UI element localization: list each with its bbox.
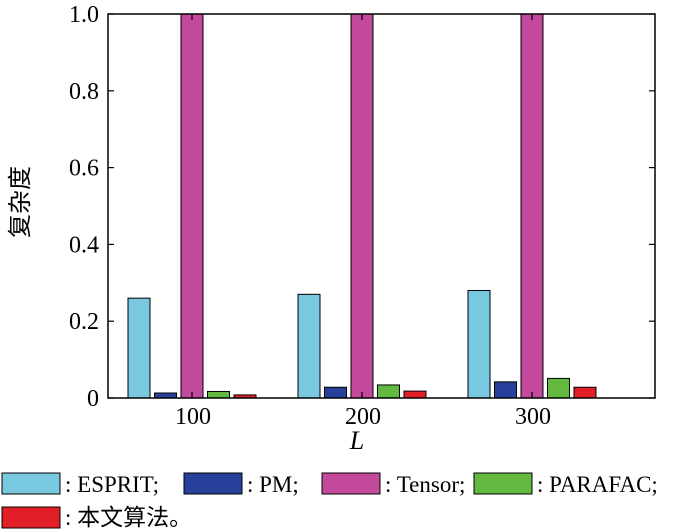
legend-swatch-本文算法 <box>1 506 61 529</box>
legend-suffix: ; <box>153 472 159 497</box>
legend-series-name: PM <box>259 472 292 497</box>
legend-prefix: : <box>65 472 77 497</box>
bar-parafac-100 <box>207 390 230 399</box>
legend-series-name: ESPRIT <box>77 472 154 497</box>
legend-swatch-parafac <box>473 472 533 495</box>
legend-prefix: : <box>65 505 77 530</box>
legend-suffix: ; <box>292 472 298 497</box>
y-tick-label-0.4: 0.4 <box>69 232 99 258</box>
legend-swatch-pm <box>183 472 243 495</box>
legend-series-name: 本文算法 <box>77 505 169 530</box>
legend-series-name: PARAFAC <box>549 472 651 497</box>
legend-swatch-tensor <box>321 472 381 495</box>
x-tick-label-300: 300 <box>515 404 551 430</box>
ticks-layer: 0 0.2 0.4 0.6 0.8 1.0 100 200 300 <box>69 2 655 430</box>
legend: : ESPRIT;: PM;: Tensor;: PARAFAC;: 本文算法。 <box>1 472 658 530</box>
legend-label-pm: : PM; <box>247 472 299 497</box>
bar-pm-300 <box>494 381 517 399</box>
bar-parafac-200 <box>377 384 400 399</box>
bars-layer <box>127 13 597 399</box>
legend-suffix: 。 <box>169 505 192 530</box>
plot-frame <box>107 13 656 399</box>
bar-pm-200 <box>324 386 347 399</box>
x-tick-label-100: 100 <box>175 404 211 430</box>
x-axis-label: L <box>349 426 364 455</box>
y-tick-label-0.2: 0.2 <box>69 309 99 335</box>
y-axis-label: 复杂度 <box>7 166 34 238</box>
bar-esprit-200 <box>297 293 321 399</box>
legend-prefix: : <box>537 472 549 497</box>
bar-esprit-100 <box>127 297 151 399</box>
bar-tensor-100 <box>180 13 204 399</box>
x-tick-label-200: 200 <box>345 404 381 430</box>
legend-prefix: : <box>247 472 259 497</box>
legend-prefix: : <box>385 472 397 497</box>
legend-label-本文算法: : 本文算法。 <box>65 505 192 530</box>
bar-tensor-300 <box>520 13 544 399</box>
y-tick-label-0: 0 <box>87 386 99 412</box>
y-tick-label-1.0: 1.0 <box>69 2 99 28</box>
legend-label-tensor: : Tensor; <box>385 472 465 497</box>
y-tick-label-0.6: 0.6 <box>69 156 99 182</box>
bar-本文算法-200 <box>403 390 427 399</box>
bar-parafac-300 <box>547 377 570 399</box>
bar-tensor-200 <box>350 13 374 399</box>
legend-suffix: ; <box>459 472 465 497</box>
y-tick-label-0.8: 0.8 <box>69 79 99 105</box>
legend-swatch-esprit <box>1 472 61 495</box>
bar-esprit-300 <box>467 289 491 399</box>
legend-label-parafac: : PARAFAC; <box>537 472 658 497</box>
bar-本文算法-300 <box>573 386 597 399</box>
legend-suffix: ; <box>651 472 657 497</box>
legend-series-name: Tensor <box>397 472 460 497</box>
legend-label-esprit: : ESPRIT; <box>65 472 159 497</box>
